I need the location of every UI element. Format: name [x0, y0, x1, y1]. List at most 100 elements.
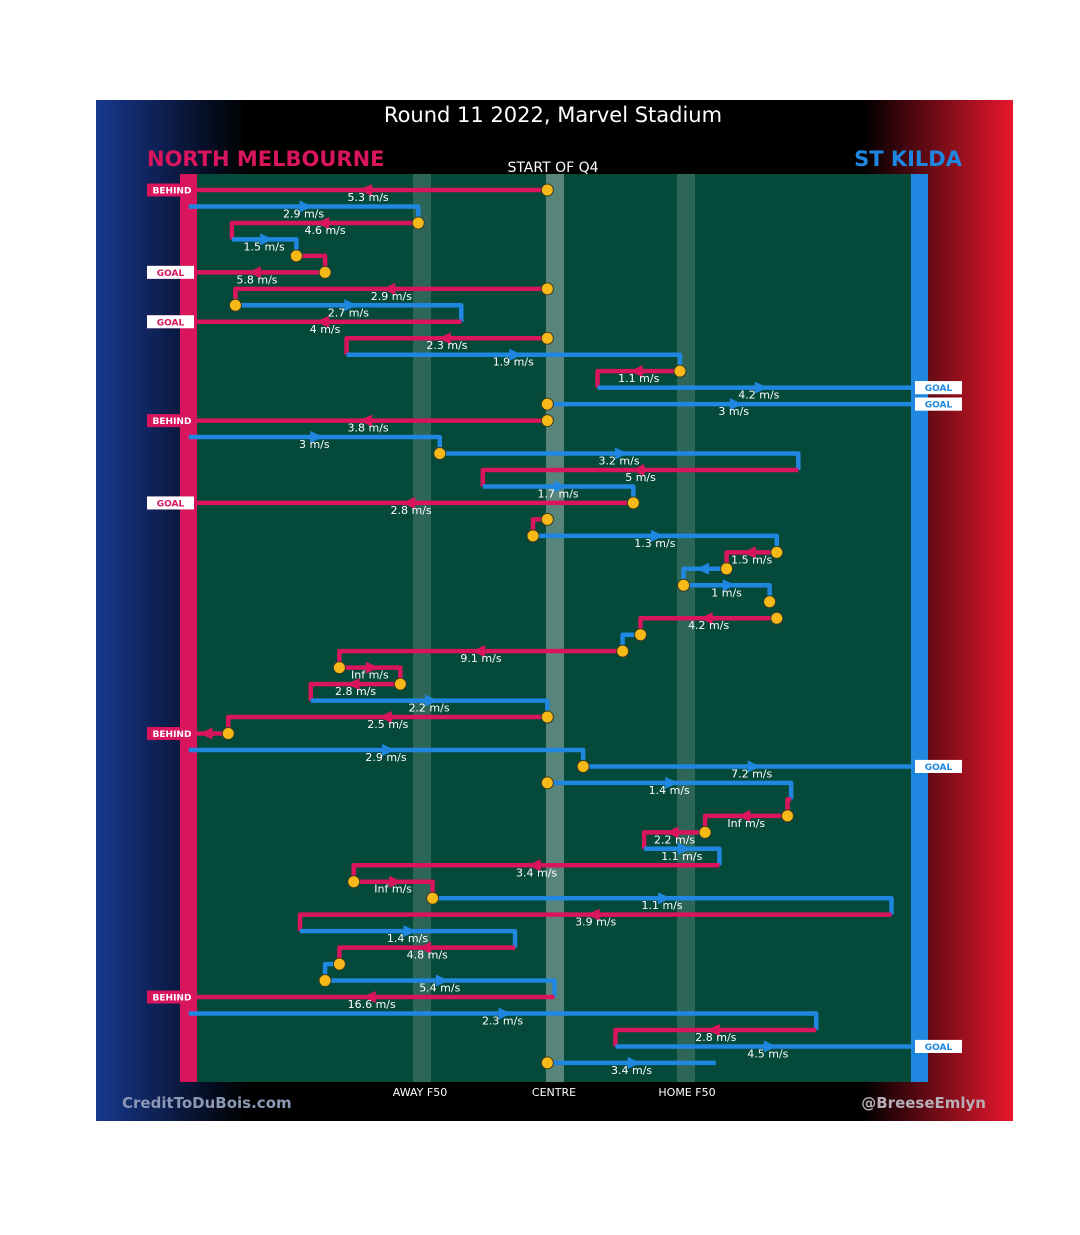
possession-marker: [576, 759, 590, 773]
possession-marker: [393, 677, 407, 691]
speed-label: 4.5 m/s: [747, 1047, 788, 1060]
zone-label-centre: CENTRE: [532, 1086, 576, 1099]
possession-marker: [781, 809, 795, 823]
possession-marker: [540, 282, 554, 296]
direction-arrow: [403, 925, 417, 938]
speed-label: 1.9 m/s: [493, 356, 534, 369]
direction-arrow: [627, 1056, 641, 1069]
speed-label: 5.8 m/s: [236, 273, 277, 286]
speed-label: 2.3 m/s: [482, 1015, 523, 1028]
direction-arrow: [658, 892, 672, 905]
scoring-tag-label: GOAL: [157, 269, 185, 279]
direction-arrow: [365, 661, 379, 674]
speed-label: 3.2 m/s: [598, 455, 639, 468]
direction-arrow: [346, 678, 360, 691]
direction-arrow: [316, 216, 330, 229]
possession-marker: [540, 397, 554, 411]
speed-label: 2.7 m/s: [328, 306, 369, 319]
speed-label: 9.1 m/s: [460, 652, 501, 665]
direction-arrow: [699, 612, 713, 625]
possession-marker: [540, 183, 554, 197]
direction-arrow: [722, 579, 736, 592]
chain-path: [595, 368, 680, 388]
chart-title: Round 11 2022, Marvel Stadium: [384, 103, 722, 127]
possession-marker: [289, 249, 303, 263]
speed-label: 2.8 m/s: [335, 685, 376, 698]
speed-label: 1.1 m/s: [661, 850, 702, 863]
scoring-tag-label: GOAL: [925, 763, 953, 773]
possession-marker: [221, 727, 235, 741]
direction-arrow: [359, 184, 373, 196]
direction-arrow: [615, 447, 629, 460]
direction-arrow: [260, 233, 274, 246]
zone-label-home-f50: HOME F50: [658, 1086, 715, 1099]
speed-label: 4.6 m/s: [304, 224, 345, 237]
direction-arrow: [554, 480, 568, 493]
scoring-tag-bg: [147, 265, 194, 279]
direction-arrow: [754, 381, 768, 394]
direction-arrow: [402, 496, 416, 509]
speed-label: 5.3 m/s: [348, 191, 389, 204]
scoring-tag-label: GOAL: [925, 401, 953, 411]
chain-path: [641, 830, 706, 849]
chain-path: [439, 451, 801, 470]
possession-marker: [526, 529, 540, 543]
speed-label: 3 m/s: [718, 405, 749, 418]
speed-label: 1.4 m/s: [649, 784, 690, 797]
chain-path: [480, 467, 799, 487]
speed-label: 2.9 m/s: [371, 290, 412, 303]
direction-arrow: [472, 645, 486, 658]
speed-label: 2.8 m/s: [391, 504, 432, 517]
chain-path: [299, 928, 518, 948]
credit-right: @BreeseEmlyn: [861, 1094, 986, 1112]
possession-marker: [634, 628, 648, 642]
scoring-tag-label: GOAL: [925, 1043, 953, 1053]
speed-label: Inf m/s: [374, 883, 412, 896]
direction-arrow: [629, 365, 643, 378]
speed-label: 1.5 m/s: [244, 240, 285, 253]
scoring-tag-label: BEHIND: [153, 994, 192, 1004]
direction-arrow: [359, 414, 373, 427]
speed-label: 3.4 m/s: [516, 866, 557, 879]
speed-labels-layer: 5.3 m/s 2.9 m/s 4.6 m/s 1.5 m/s 5.8 m/s 2.9 m…: [236, 191, 788, 1077]
scoring-tag-bg: [915, 381, 962, 395]
possession-marker: [332, 661, 346, 675]
direction-arrow: [747, 760, 761, 773]
direction-arrow: [389, 875, 403, 888]
possession-marker: [332, 957, 346, 971]
scoring-tag-bg: [147, 496, 194, 510]
direction-arrow: [729, 398, 743, 411]
home-goal-line: [180, 174, 197, 1082]
speed-label: Inf m/s: [351, 669, 389, 682]
possession-marker: [720, 562, 734, 576]
direction-arrow: [425, 694, 439, 707]
away-f50-line: [413, 174, 431, 1082]
home-f50-line: [677, 174, 695, 1082]
scoring-tag-bg: [915, 397, 962, 411]
chain-path: [297, 912, 892, 932]
scoring-tag-bg: [915, 759, 962, 773]
home-team-name: NORTH MELBOURNE: [147, 147, 385, 171]
possession-marker: [540, 1056, 554, 1070]
chain-path: [547, 780, 794, 800]
possession-marker: [433, 447, 447, 461]
possession-marker: [677, 578, 691, 592]
possession-marker: [426, 891, 440, 905]
possession-marker: [318, 974, 332, 988]
direction-arrow: [696, 562, 710, 575]
scoring-tag-label: BEHIND: [153, 730, 192, 740]
chain-path: [235, 303, 464, 322]
speed-label: 2.2 m/s: [654, 833, 695, 846]
speed-label: 2.9 m/s: [365, 751, 406, 764]
scoring-tag-bg: [147, 315, 194, 329]
credit-left: CreditToDuBois.com: [122, 1094, 292, 1112]
speed-label: Inf m/s: [727, 817, 765, 830]
away-goal-line: [911, 174, 928, 1082]
direction-arrow: [362, 991, 376, 1004]
direction-arrow: [437, 332, 451, 345]
direction-arrow: [382, 282, 396, 295]
direction-arrow: [742, 546, 756, 559]
speed-label: 4.2 m/s: [738, 389, 779, 402]
chain-path: [229, 220, 419, 240]
speed-label: 7.2 m/s: [731, 767, 772, 780]
